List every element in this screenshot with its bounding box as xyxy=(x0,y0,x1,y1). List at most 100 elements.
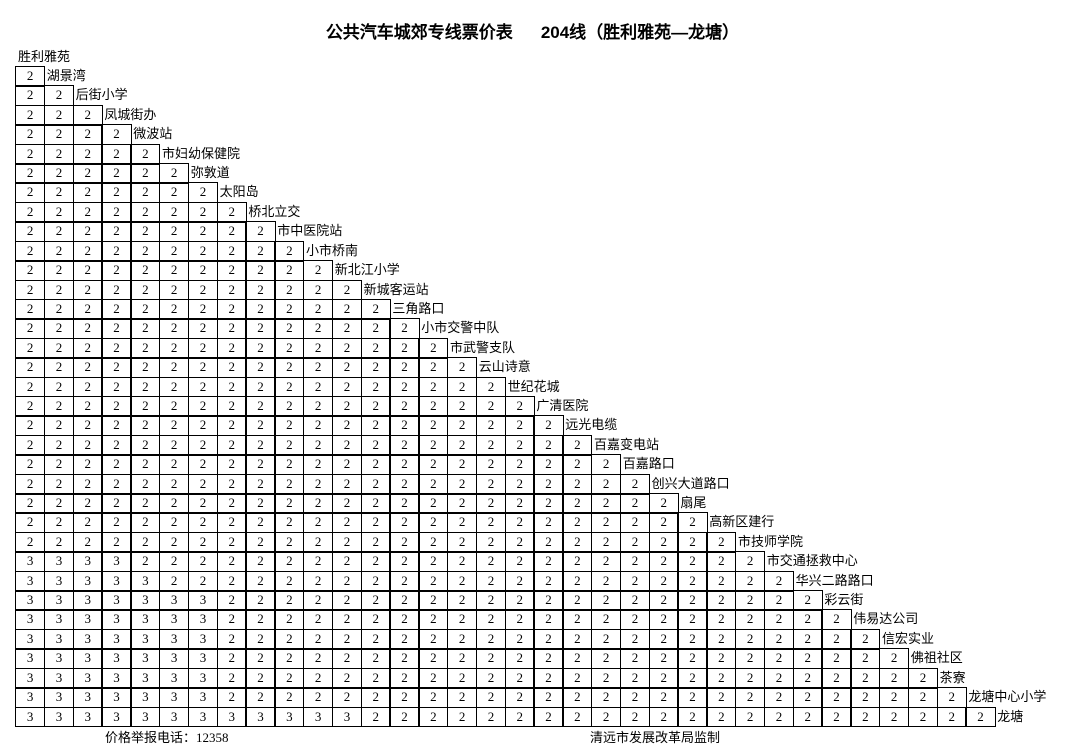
fare-cell: 2 xyxy=(245,473,276,495)
fare-cell: 2 xyxy=(130,260,161,281)
fare-cell: 2 xyxy=(303,454,334,476)
fare-cell: 3 xyxy=(72,628,103,650)
fare-cell: 2 xyxy=(216,395,247,417)
fare-cell: 2 xyxy=(130,182,161,204)
fare-cell: 2 xyxy=(677,628,708,650)
fare-cell: 3 xyxy=(15,590,46,611)
fare-cell: 2 xyxy=(159,240,190,262)
fare-cell: 2 xyxy=(130,318,161,340)
fare-cell: 2 xyxy=(706,609,737,631)
fare-cell: 2 xyxy=(648,531,679,553)
fare-cell: 2 xyxy=(735,551,766,573)
fare-cell: 2 xyxy=(763,590,795,611)
fare-cell: 2 xyxy=(821,648,852,670)
fare-cell: 2 xyxy=(562,512,593,534)
fare-cell: 2 xyxy=(101,143,132,165)
fare-cell: 3 xyxy=(43,706,75,728)
fare-cell: 2 xyxy=(101,124,132,146)
fare-cell: 2 xyxy=(245,337,276,359)
station-label: 三角路口 xyxy=(392,300,445,316)
fare-cell: 2 xyxy=(274,648,305,670)
fare-cell: 2 xyxy=(792,628,823,650)
fare-cell: 2 xyxy=(331,279,363,301)
fare-cell: 2 xyxy=(245,687,276,709)
fare-cell: 2 xyxy=(504,512,535,534)
fare-cell: 2 xyxy=(879,667,910,689)
fare-cell: 2 xyxy=(216,628,247,650)
fare-cell: 2 xyxy=(677,512,708,534)
station-label: 茶寮 xyxy=(939,669,966,685)
fare-cell: 2 xyxy=(360,434,391,456)
fare-cell: 2 xyxy=(504,434,535,456)
fare-cell: 2 xyxy=(533,648,564,670)
fare-cell: 3 xyxy=(72,609,103,631)
fare-cell: 2 xyxy=(72,531,103,553)
fare-cell: 2 xyxy=(43,260,75,281)
fare-cell: 2 xyxy=(619,687,651,709)
fare-cell: 2 xyxy=(533,609,564,631)
fare-cell: 2 xyxy=(303,531,334,553)
fare-cell: 2 xyxy=(216,454,247,476)
fare-cell: 2 xyxy=(533,667,564,689)
fare-cell: 2 xyxy=(475,415,507,437)
fare-cell: 2 xyxy=(216,434,247,456)
station-label: 弥敦道 xyxy=(190,165,230,181)
station-label: 桥北立交 xyxy=(248,203,301,219)
station-label: 市技师学院 xyxy=(738,533,804,549)
fare-cell: 2 xyxy=(43,415,75,437)
fare-cell: 2 xyxy=(360,648,391,670)
fare-cell: 3 xyxy=(130,609,161,631)
fare-cell: 3 xyxy=(187,590,219,611)
station-label: 胜利雅苑 xyxy=(18,48,71,64)
fare-cell: 2 xyxy=(850,648,881,670)
fare-cell: 2 xyxy=(187,531,219,553)
fare-cell: 3 xyxy=(72,667,103,689)
fare-cell: 2 xyxy=(130,163,161,184)
fare-cell: 2 xyxy=(677,648,708,670)
fare-cell: 3 xyxy=(15,706,46,728)
fare-cell: 2 xyxy=(303,415,334,437)
fare-cell: 2 xyxy=(159,493,190,514)
fare-cell: 2 xyxy=(15,318,46,340)
fare-cell: 2 xyxy=(562,628,593,650)
fare-cell: 2 xyxy=(792,687,823,709)
fare-cell: 2 xyxy=(533,706,564,728)
fare-cell: 2 xyxy=(303,551,334,573)
fare-cell: 2 xyxy=(562,473,593,495)
fare-cell: 2 xyxy=(159,201,190,223)
fare-cell: 2 xyxy=(735,687,766,709)
fare-cell: 2 xyxy=(303,395,334,417)
fare-cell: 2 xyxy=(735,667,766,689)
fare-cell: 2 xyxy=(418,473,449,495)
fare-cell: 2 xyxy=(360,318,391,340)
fare-cell: 2 xyxy=(447,415,478,437)
fare-cell: 2 xyxy=(101,260,132,281)
fare-cell: 2 xyxy=(821,667,852,689)
fare-cell: 2 xyxy=(591,493,622,514)
fare-cell: 2 xyxy=(360,570,391,592)
fare-cell: 2 xyxy=(72,201,103,223)
fare-cell: 2 xyxy=(389,454,420,476)
fare-cell: 2 xyxy=(706,687,737,709)
fare-cell: 2 xyxy=(303,667,334,689)
fare-cell: 2 xyxy=(706,706,737,728)
fare-cell: 2 xyxy=(187,240,219,262)
fare-cell: 2 xyxy=(418,434,449,456)
fare-cell: 2 xyxy=(331,590,363,611)
fare-cell: 2 xyxy=(447,590,478,611)
fare-cell: 2 xyxy=(15,201,46,223)
fare-cell: 2 xyxy=(245,221,276,243)
fare-cell: 2 xyxy=(850,667,881,689)
station-label: 湖景湾 xyxy=(46,68,86,83)
fare-cell: 2 xyxy=(245,609,276,631)
fare-cell: 2 xyxy=(389,551,420,573)
fare-cell: 2 xyxy=(331,298,363,320)
fare-cell: 2 xyxy=(389,415,420,437)
fare-cell: 2 xyxy=(677,609,708,631)
fare-cell: 2 xyxy=(72,512,103,534)
fare-cell: 2 xyxy=(15,493,46,514)
fare-cell: 2 xyxy=(648,687,679,709)
fare-cell: 2 xyxy=(418,551,449,573)
fare-cell: 2 xyxy=(591,648,622,670)
fare-cell: 2 xyxy=(447,454,478,476)
